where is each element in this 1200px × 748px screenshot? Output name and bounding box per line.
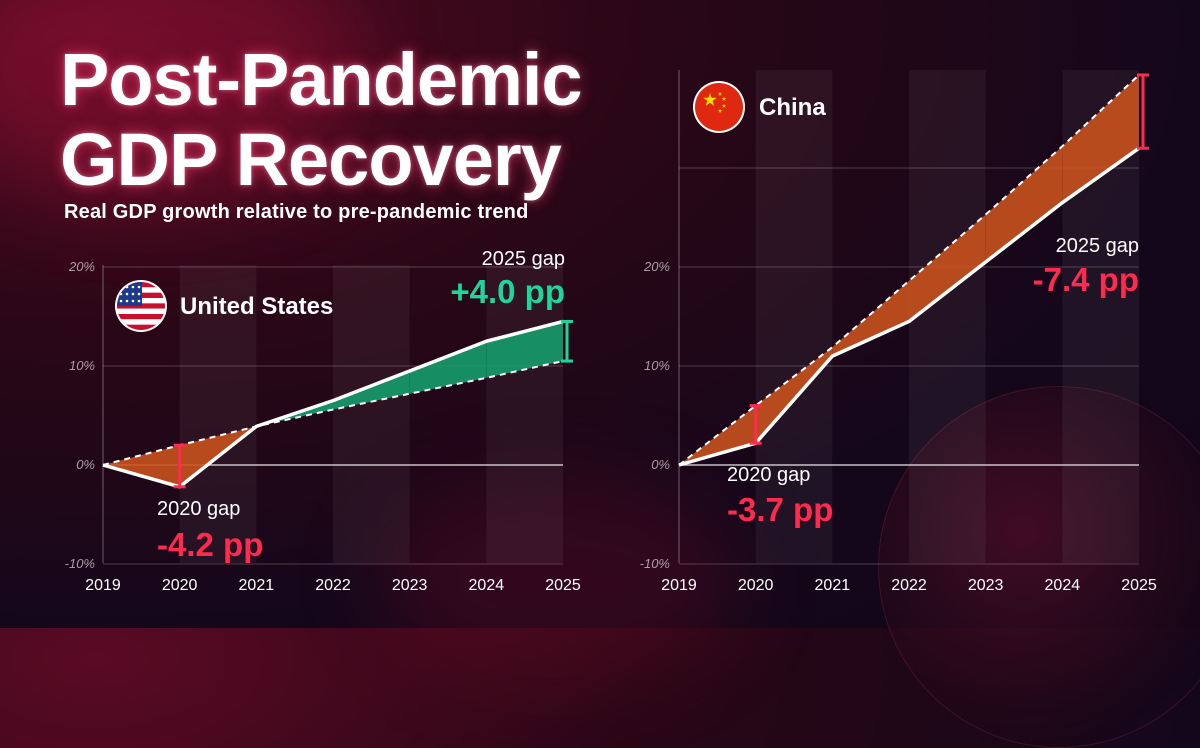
flag-star — [125, 292, 129, 296]
china-flag-icon — [693, 81, 745, 133]
x-tick-label: 2021 — [239, 577, 275, 594]
x-tick-label: 2023 — [392, 577, 428, 594]
charts-canvas: 20% 10% 0% -10% 2019 2020 2021 2022 2023 2024 2025… — [65, 70, 1157, 594]
gap-2020-label: 2020 gap — [727, 464, 810, 486]
us-flag-icon — [115, 280, 167, 332]
chart-united-states: 20% 10% 0% -10% 2019 2020 2021 2022 2023 2024 2025… — [65, 248, 581, 594]
page-subtitle: Real GDP growth relative to pre-pandemic… — [64, 201, 529, 223]
y-tick-label: 10% — [69, 358, 95, 373]
column-band — [755, 70, 833, 563]
flag-star — [703, 93, 717, 106]
y-tick-label: 20% — [68, 259, 95, 274]
flag-star — [119, 285, 123, 289]
x-tick-label: 2020 — [162, 577, 198, 594]
column-band — [179, 265, 257, 563]
gap-area — [409, 341, 487, 394]
page-title: Post-Pandemic GDP Recovery — [60, 38, 583, 201]
flag-star — [717, 91, 723, 96]
x-tick-label: 2020 — [738, 577, 774, 594]
flag-body — [695, 83, 743, 131]
gap-area — [832, 280, 909, 357]
x-tick-label: 2025 — [1121, 577, 1157, 594]
country-label: China — [759, 94, 826, 121]
gap-area — [486, 321, 563, 378]
flag-star — [721, 103, 727, 108]
flag-star — [131, 292, 135, 296]
column-band — [909, 70, 986, 563]
y-tick-label: 0% — [76, 457, 95, 472]
y-tick-label: 0% — [651, 457, 670, 472]
flag-star — [721, 96, 727, 101]
column-band — [486, 265, 563, 563]
flag-star — [119, 299, 123, 303]
x-tick-label: 2022 — [315, 577, 351, 594]
flag-star — [137, 292, 141, 296]
flag-stripe — [117, 319, 165, 325]
gap-2025-label: 2025 gap — [1056, 235, 1139, 257]
column-band — [333, 265, 410, 563]
chart-china: 20% 10% 0% -10% 2019 2020 2021 2022 2023 2024 2025… — [640, 70, 1157, 594]
gap-area — [909, 214, 986, 322]
flag-stripe — [117, 324, 165, 330]
y-tick-label: 10% — [644, 358, 670, 373]
x-tick-label: 2019 — [85, 577, 121, 594]
flag-stripe — [117, 308, 165, 314]
country-label: United States — [180, 293, 333, 320]
x-tick-label: 2025 — [545, 577, 581, 594]
flag-star — [137, 299, 141, 303]
x-tick-label: 2021 — [815, 577, 851, 594]
gap-2020-label: 2020 gap — [157, 498, 240, 520]
flag-body — [117, 282, 165, 330]
flag-star — [131, 285, 135, 289]
gap-2020-value: -4.2 pp — [157, 526, 263, 563]
title-line-2: GDP Recovery — [60, 118, 562, 201]
x-tick-label: 2024 — [469, 577, 505, 594]
gap-area — [333, 370, 410, 410]
y-tick-label: -10% — [640, 556, 670, 571]
y-tick-label: -10% — [65, 556, 95, 571]
x-tick-label: 2024 — [1045, 577, 1081, 594]
flag-star — [717, 108, 723, 113]
gap-area — [1062, 74, 1139, 203]
gap-2025-value: +4.0 pp — [450, 273, 565, 310]
gap-area — [985, 146, 1063, 263]
flag-stripe — [117, 314, 165, 320]
x-tick-label: 2023 — [968, 577, 1004, 594]
x-tick-label: 2022 — [891, 577, 927, 594]
trend-line — [678, 74, 1140, 466]
gap-2020-value: -3.7 pp — [727, 491, 833, 528]
title-line-1: Post-Pandemic — [60, 38, 583, 121]
gap-2025-label: 2025 gap — [482, 248, 565, 270]
flag-star — [131, 299, 135, 303]
gap-area — [103, 445, 180, 487]
flag-star — [137, 285, 141, 289]
y-tick-label: 20% — [643, 259, 670, 274]
x-tick-label: 2019 — [661, 577, 697, 594]
flag-star — [125, 299, 129, 303]
gap-2025-value: -7.4 pp — [1033, 261, 1139, 298]
